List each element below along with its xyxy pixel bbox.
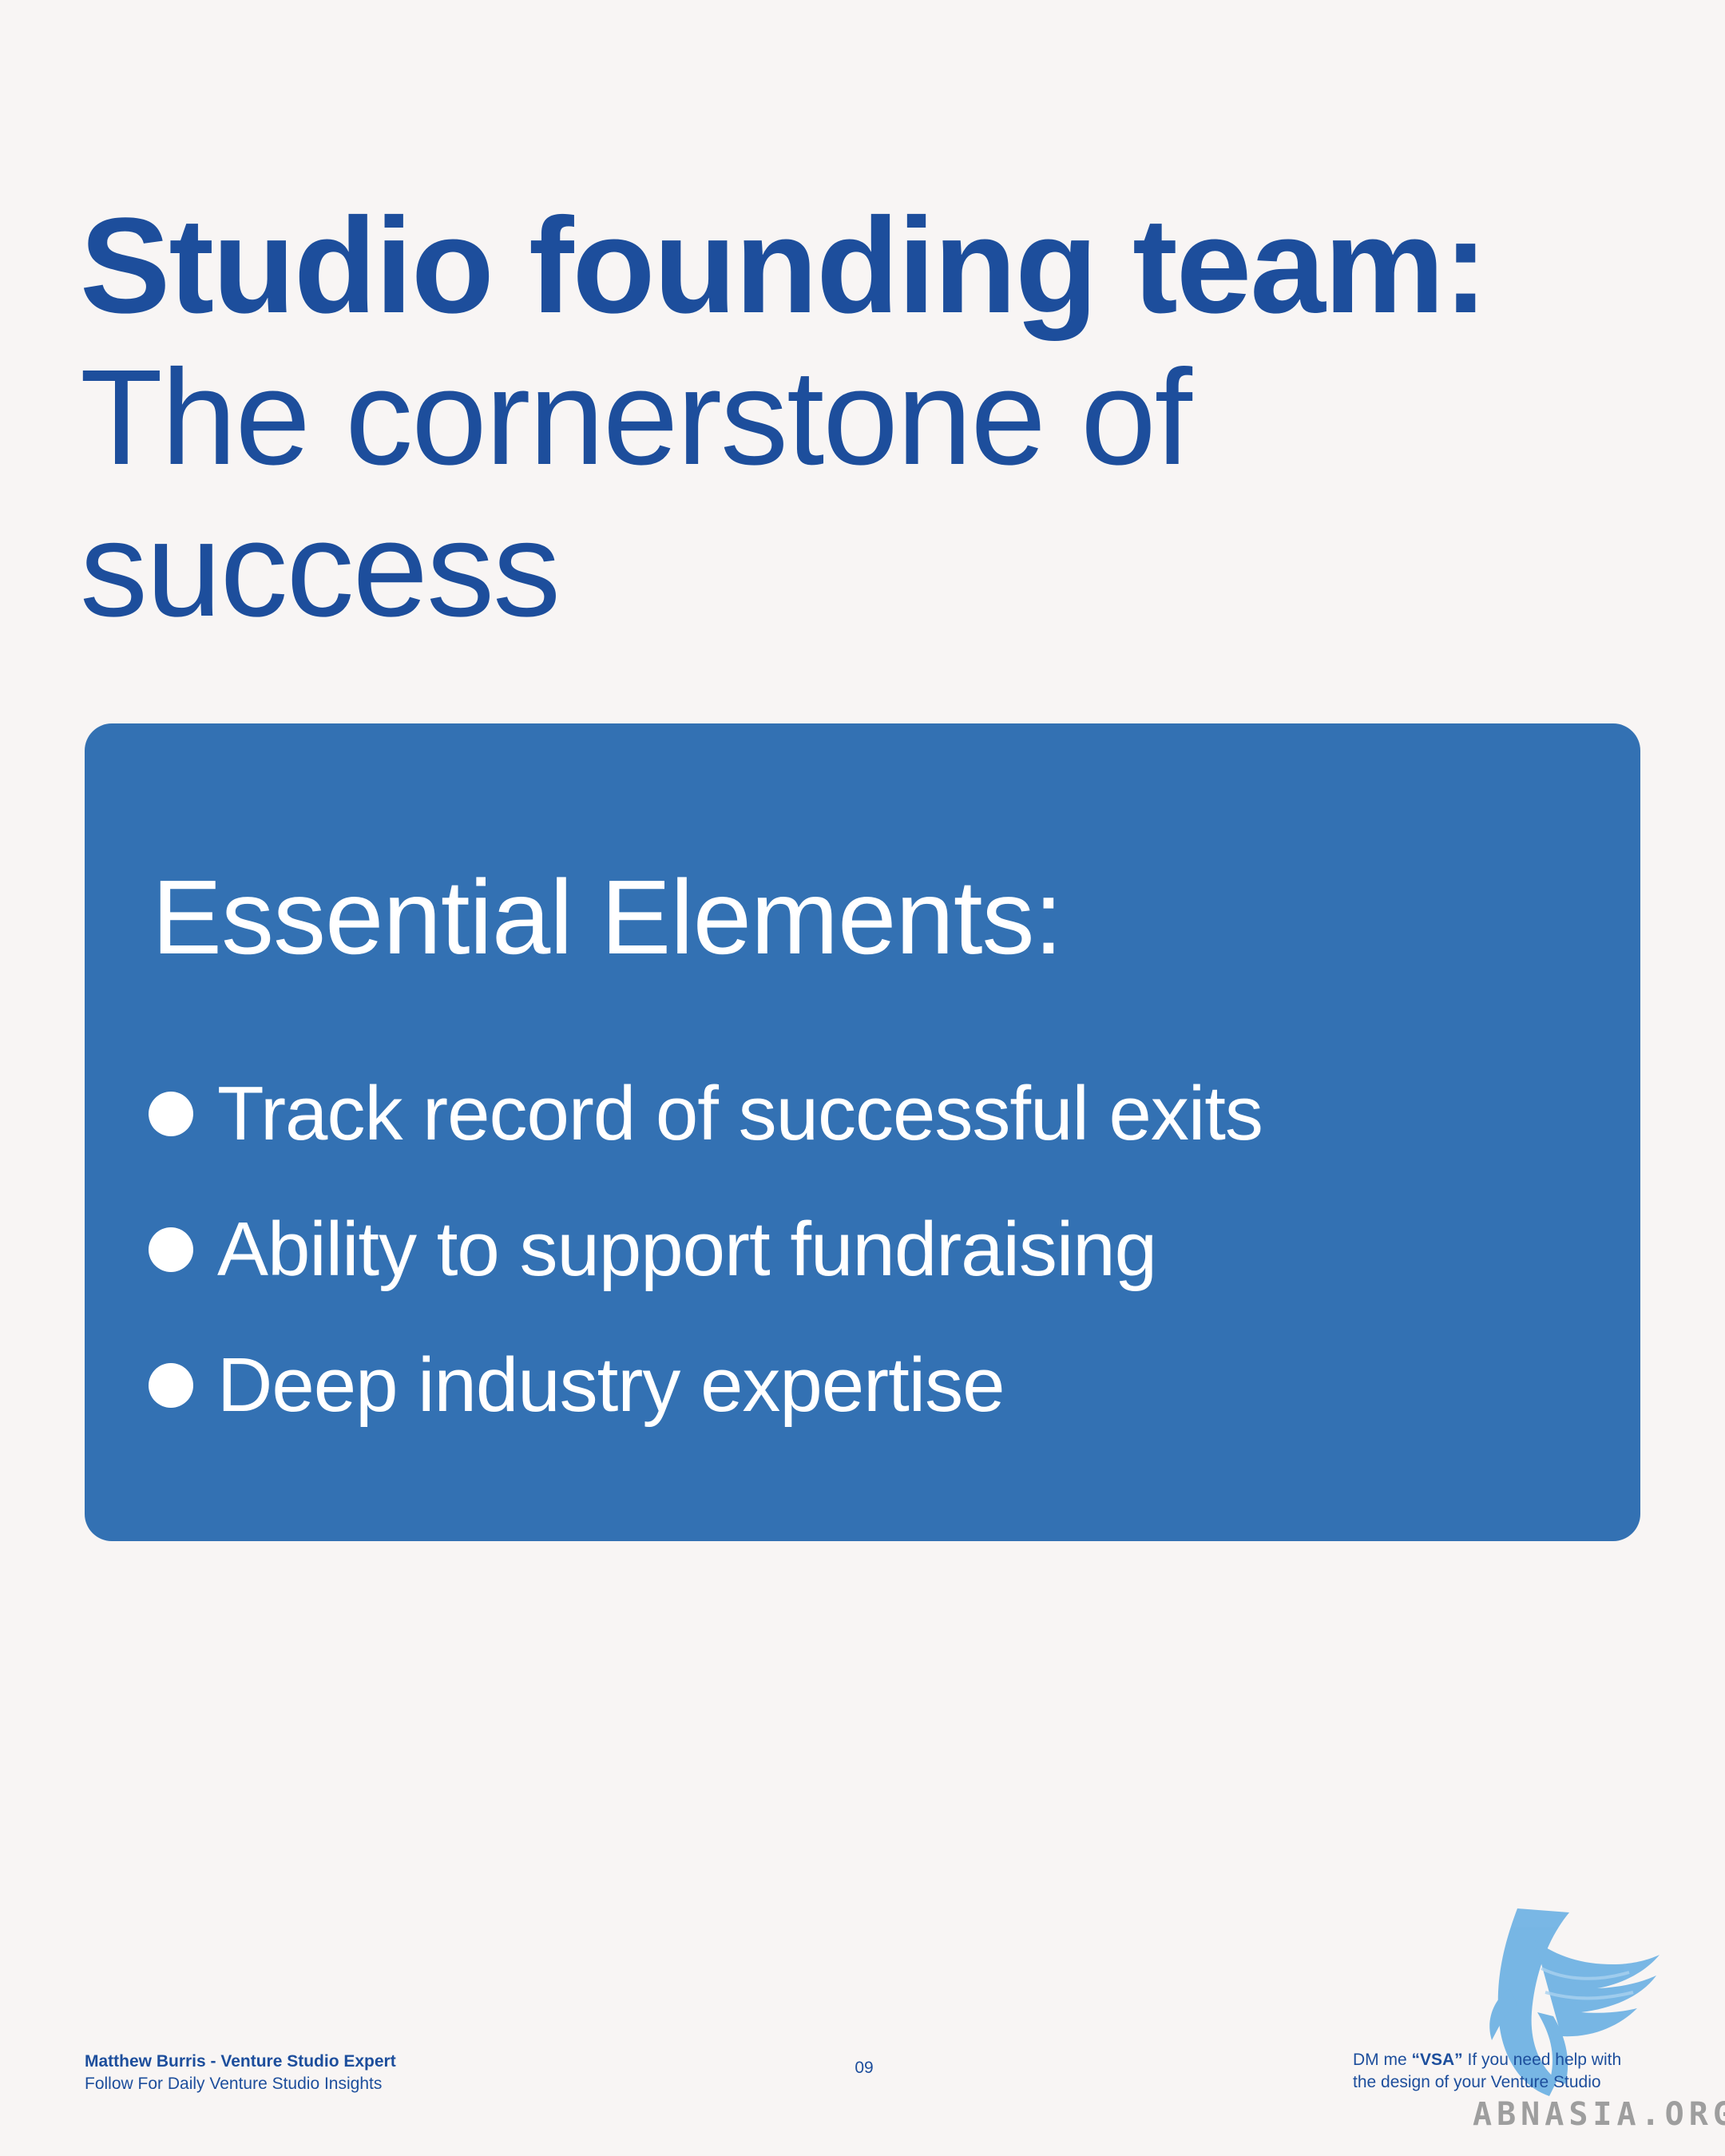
page-number: 09 bbox=[855, 2059, 874, 2077]
footer-cta-line2: the design of your Venture Studio bbox=[1353, 2073, 1601, 2091]
bird-logo-icon bbox=[1489, 1908, 1660, 2096]
page-title: Studio founding team: The cornerstone of… bbox=[80, 190, 1661, 645]
page-title-bold: Studio founding team: bbox=[80, 190, 1489, 342]
list-item: Ability to support fundraising bbox=[149, 1182, 1263, 1318]
list-item-text: Ability to support fundraising bbox=[217, 1207, 1157, 1292]
cta-code: “VSA” bbox=[1411, 2051, 1463, 2069]
card-heading: Essential Elements: bbox=[152, 858, 1063, 976]
bullet-dot-icon bbox=[149, 1092, 193, 1136]
list-item-text: Deep industry expertise bbox=[217, 1342, 1005, 1428]
cta-prefix: DM me bbox=[1353, 2051, 1412, 2069]
list-item-text: Track record of successful exits bbox=[217, 1071, 1263, 1156]
footer-tagline: Follow For Daily Venture Studio Insights bbox=[85, 2075, 383, 2093]
list-item: Track record of successful exits bbox=[149, 1046, 1263, 1182]
essential-elements-list: Track record of successful exits Ability… bbox=[149, 1046, 1263, 1453]
bullet-dot-icon bbox=[149, 1227, 193, 1272]
footer-author: Matthew Burris - Venture Studio Expert bbox=[85, 2052, 396, 2071]
page-title-regular: The cornerstone of success bbox=[80, 342, 1192, 645]
list-item: Deep industry expertise bbox=[149, 1318, 1263, 1453]
footer-cta-line1: DM me “VSA” If you need help with bbox=[1353, 2049, 1621, 2071]
footer-author-block: Matthew Burris - Venture Studio Expert F… bbox=[85, 2051, 396, 2095]
essential-elements-card: Essential Elements: Track record of succ… bbox=[85, 723, 1640, 1541]
cta-suffix: If you need help with bbox=[1462, 2051, 1622, 2069]
footer-cta-block: DM me “VSA” If you need help with the de… bbox=[1353, 2049, 1621, 2094]
bullet-dot-icon bbox=[149, 1363, 193, 1408]
watermark: ABNASIA.ORG bbox=[1473, 2096, 1725, 2133]
